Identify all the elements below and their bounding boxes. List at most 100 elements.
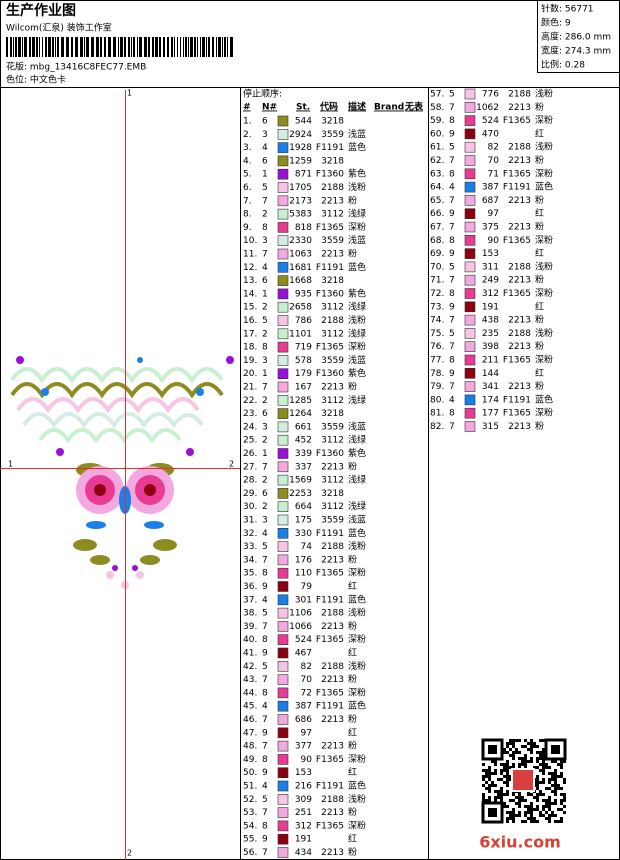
row-number: 66.: [430, 209, 444, 219]
description: 深粉: [348, 341, 366, 353]
qr-cell: [506, 763, 509, 766]
qr-cell: [536, 778, 539, 781]
qr-cell: [533, 745, 536, 748]
bar: [202, 37, 205, 57]
qr-cell: [506, 766, 509, 769]
qr-cell: [512, 820, 515, 823]
description: 紫色: [348, 287, 366, 299]
qr-cell: [527, 742, 530, 745]
qr-cell: [530, 751, 533, 754]
bar: [128, 37, 130, 57]
qr-cell: [542, 799, 545, 802]
qr-cell: [542, 793, 545, 796]
stitches: 387: [295, 702, 312, 712]
qr-finder: [481, 738, 504, 761]
qr-cell: [548, 778, 551, 781]
code: 2188: [508, 262, 531, 272]
description: 红: [535, 207, 544, 219]
qr-cell: [518, 763, 521, 766]
bar: [18, 37, 21, 57]
bar: [167, 37, 169, 57]
description: 粉: [348, 460, 357, 472]
description: 深粉: [348, 567, 366, 579]
bar: [222, 37, 223, 57]
qr-cell: [557, 787, 560, 790]
stitches: 1264: [289, 409, 312, 419]
embroidery-preview: [10, 356, 234, 589]
qr-cell: [554, 820, 557, 823]
qr-cell: [557, 808, 560, 811]
row-number: 40.: [243, 635, 257, 645]
description: 深粉: [535, 287, 553, 299]
code: 2188: [508, 90, 531, 100]
qr-cell: [506, 745, 509, 748]
qr-cell: [530, 820, 533, 823]
code: 2213: [508, 103, 531, 113]
qr-cell: [545, 817, 548, 820]
qr-cell: [551, 775, 554, 778]
code: F1191: [316, 595, 344, 605]
qr-cell: [560, 766, 563, 769]
code: F1191: [316, 529, 344, 539]
needle: 4: [262, 263, 268, 273]
code: 3112: [321, 436, 344, 446]
stitches: 341: [482, 382, 499, 392]
row-number: 63.: [430, 169, 444, 179]
qr-cell: [551, 814, 554, 817]
color-swatch: [464, 288, 476, 299]
needle: 1: [262, 449, 268, 459]
bar: [86, 37, 89, 57]
stitches: 1285: [289, 396, 312, 406]
description: 红: [348, 726, 357, 738]
row-number: 67.: [430, 223, 444, 233]
stitches: 249: [482, 276, 499, 286]
qr-cell: [485, 781, 488, 784]
qr-cell: [518, 802, 521, 805]
qr-cell: [563, 793, 566, 796]
qr-cell: [494, 763, 497, 766]
description: 深粉: [348, 819, 366, 831]
color-swatch: [277, 195, 289, 207]
color-swatch: [277, 501, 289, 513]
qr-cell: [527, 760, 530, 763]
qr-cell: [485, 775, 488, 778]
qr-finder: [488, 745, 497, 754]
needle: 8: [449, 169, 455, 179]
color-swatch: [277, 727, 289, 739]
qr-cell: [536, 799, 539, 802]
qr-cell: [530, 742, 533, 745]
watermark: 6xiu.com: [479, 833, 561, 852]
stitches: 251: [295, 808, 312, 818]
bar: [6, 37, 8, 57]
description: 红: [535, 247, 544, 259]
stitches: 5383: [289, 210, 312, 220]
color-swatch: [277, 647, 289, 659]
bar: [104, 37, 106, 57]
code: F1365: [503, 356, 531, 366]
needle: 7: [449, 276, 455, 286]
row-number: 41.: [243, 649, 257, 659]
qr-cell: [563, 799, 566, 802]
qr-cell: [515, 751, 518, 754]
bar: [230, 37, 233, 57]
bar: [52, 37, 54, 57]
qr-cell: [545, 763, 548, 766]
qr-cell: [506, 784, 509, 787]
bar: [218, 37, 221, 57]
code: F1360: [316, 369, 344, 379]
qr-cell: [524, 766, 527, 769]
color-swatch: [277, 581, 289, 592]
needle: 7: [262, 742, 268, 752]
bar: [108, 37, 111, 57]
qr-cell: [521, 796, 524, 799]
qr-cell: [533, 808, 536, 811]
qr-cell: [530, 808, 533, 811]
row-number: 48.: [243, 742, 257, 752]
needle: 7: [262, 250, 268, 260]
qr-cell: [509, 742, 512, 745]
code: F1191: [316, 263, 344, 273]
qr-cell: [512, 766, 515, 769]
barcode: [6, 37, 233, 57]
code: F1191: [503, 395, 531, 405]
color-swatch: [277, 687, 289, 699]
